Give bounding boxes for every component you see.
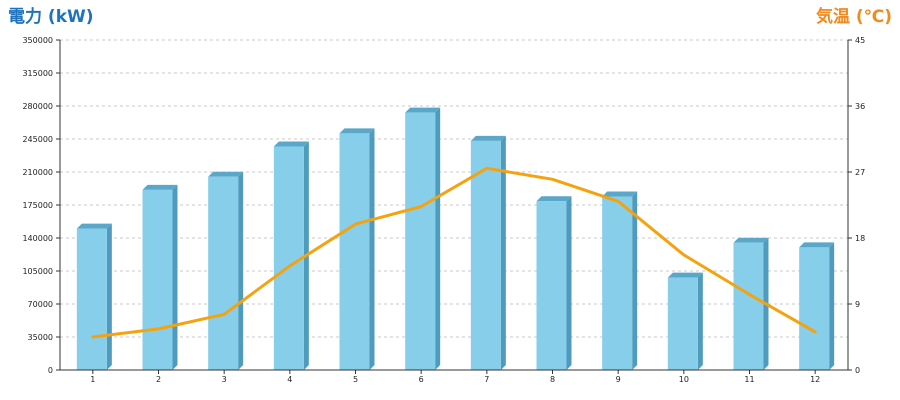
bar-top	[339, 128, 375, 134]
bar-front	[602, 196, 633, 370]
bar-front	[142, 189, 173, 370]
left-tick-label: 70000	[28, 300, 53, 309]
x-tick-label: 4	[287, 375, 292, 384]
bar	[470, 135, 506, 370]
bar-side	[632, 191, 638, 370]
right-tick-label: 45	[855, 36, 865, 45]
left-tick-label: 315000	[22, 69, 53, 78]
left-tick-label: 280000	[22, 102, 53, 111]
bar	[208, 171, 244, 370]
bar	[142, 184, 178, 370]
x-tick-label: 3	[222, 375, 227, 384]
right-axis-title: 気温 (℃)	[815, 6, 892, 27]
bar-side	[238, 171, 244, 370]
grid-lines	[60, 39, 848, 338]
temperature-line	[91, 166, 817, 339]
bar-side	[829, 242, 835, 370]
bar-top	[76, 223, 112, 229]
x-tick-label: 10	[679, 375, 689, 384]
left-tick-label: 175000	[22, 201, 53, 210]
bar-side	[697, 272, 703, 370]
bar-front	[799, 247, 830, 370]
bar-front	[733, 242, 764, 370]
bar-front	[667, 277, 698, 370]
x-tick-label: 5	[353, 375, 358, 384]
bar-front	[470, 140, 501, 370]
bar	[76, 223, 112, 370]
bar-top	[667, 272, 703, 278]
x-tick-label: 8	[550, 375, 555, 384]
axes	[56, 39, 852, 374]
left-tick-label: 245000	[22, 135, 53, 144]
bar-top	[208, 171, 244, 177]
bar-front	[536, 201, 567, 370]
bar-side	[106, 223, 112, 370]
bar	[667, 272, 703, 370]
bar-top	[733, 237, 769, 243]
left-tick-label: 140000	[22, 234, 53, 243]
bar-top	[602, 191, 638, 197]
right-tick-label: 36	[855, 102, 865, 111]
bar	[339, 128, 375, 370]
bar-top	[405, 107, 441, 113]
bar-top	[536, 196, 572, 202]
bar	[602, 191, 638, 370]
left-tick-label: 35000	[28, 333, 53, 342]
bar	[273, 141, 309, 370]
temperature-polyline	[91, 166, 817, 339]
bar-side	[369, 128, 375, 370]
right-tick-label: 18	[855, 234, 865, 243]
left-tick-label: 0	[48, 366, 53, 375]
bar-side	[500, 135, 506, 370]
bar-top	[799, 242, 835, 248]
x-tick-label: 7	[484, 375, 489, 384]
x-tick-label: 6	[419, 375, 424, 384]
bar	[536, 196, 572, 370]
bar-top	[273, 141, 309, 147]
x-tick-label: 1	[90, 375, 95, 384]
bar-top	[142, 184, 178, 190]
bar-side	[566, 196, 572, 370]
right-tick-label: 9	[855, 300, 860, 309]
bar-front	[273, 146, 304, 370]
left-tick-label: 105000	[22, 267, 53, 276]
left-axis-title: 電力 (kW)	[8, 6, 94, 27]
tick-labels: 0 35000 70000 105000 140000 175000 210000 24500…	[22, 36, 865, 384]
left-tick-label: 350000	[22, 36, 53, 45]
bars	[76, 107, 835, 370]
bar-front	[339, 133, 370, 370]
bar-side	[435, 107, 441, 370]
bar-front	[76, 228, 107, 370]
bar-top	[470, 135, 506, 141]
x-tick-label: 11	[744, 375, 754, 384]
x-tick-label: 9	[616, 375, 621, 384]
right-tick-label: 0	[855, 366, 860, 375]
right-tick-label: 27	[855, 168, 865, 177]
bar	[799, 242, 835, 370]
x-tick-label: 12	[810, 375, 820, 384]
left-tick-label: 210000	[22, 168, 53, 177]
bar-front	[208, 176, 239, 370]
bar-side	[172, 184, 178, 370]
bar	[405, 107, 441, 370]
bar-front	[405, 112, 436, 370]
x-tick-label: 2	[156, 375, 161, 384]
